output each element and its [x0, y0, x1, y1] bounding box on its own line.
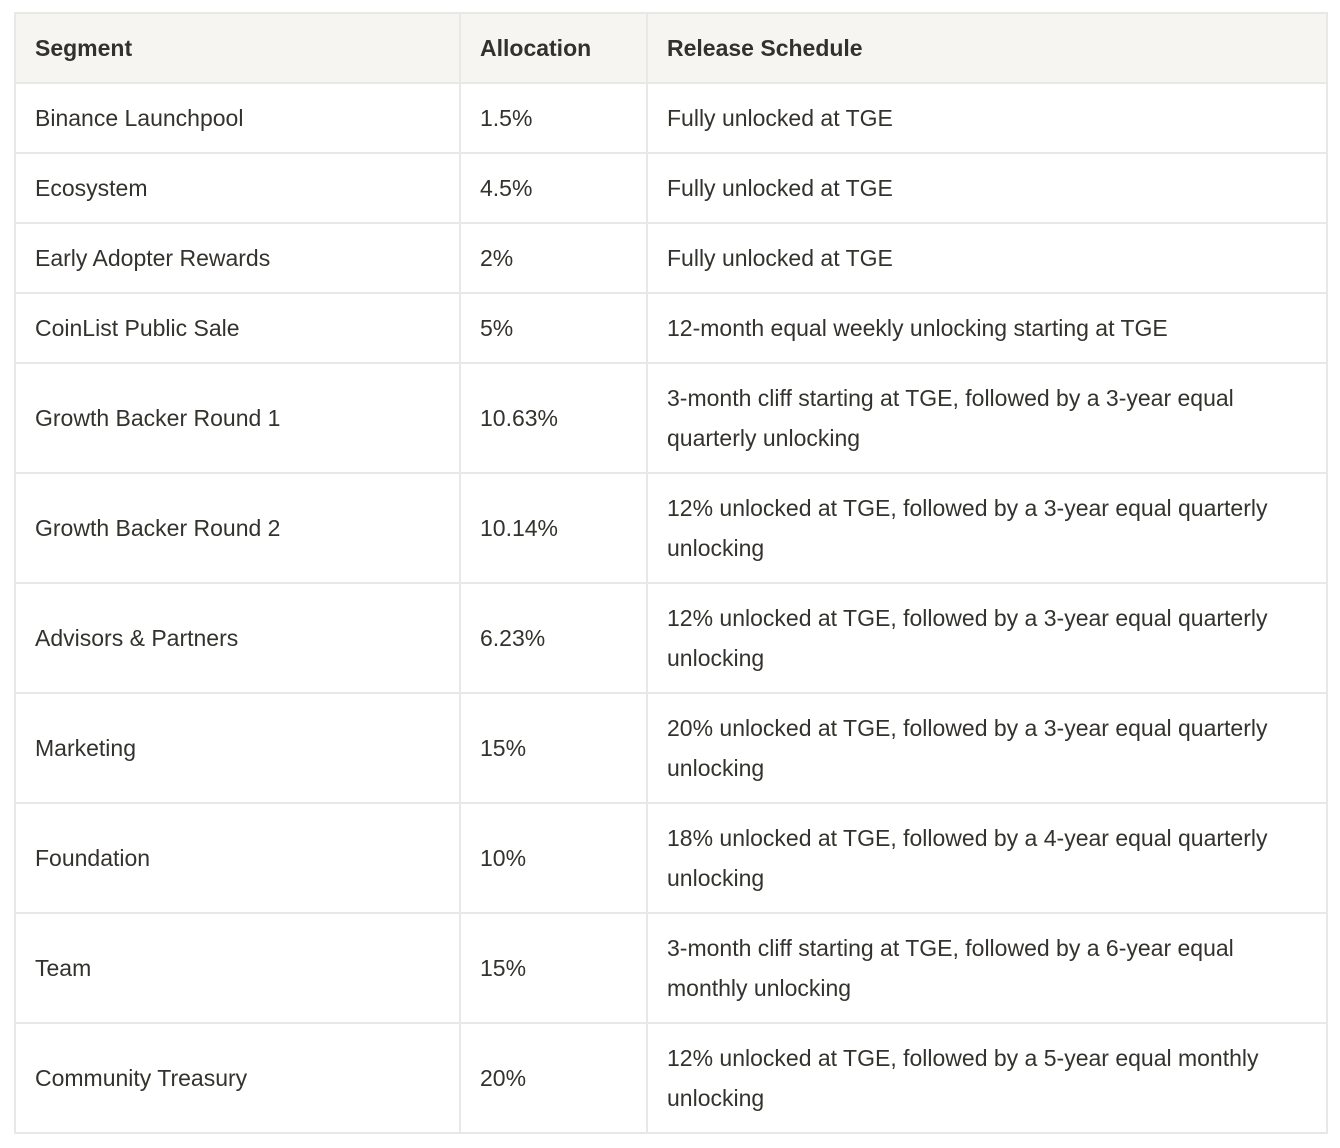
table-row: Binance Launchpool 1.5% Fully unlocked a… — [14, 82, 1328, 154]
segment-cell: Foundation — [14, 802, 461, 914]
release-cell: Fully unlocked at TGE — [646, 222, 1328, 294]
table-row: Early Adopter Rewards 2% Fully unlocked … — [14, 222, 1328, 294]
segment-cell: Early Adopter Rewards — [14, 222, 461, 294]
segment-cell: Ecosystem — [14, 152, 461, 224]
allocation-cell: 15% — [459, 912, 648, 1024]
table-row: Marketing 15% 20% unlocked at TGE, follo… — [14, 692, 1328, 804]
segment-cell: Growth Backer Round 1 — [14, 362, 461, 474]
allocation-cell: 15% — [459, 692, 648, 804]
segment-cell: Marketing — [14, 692, 461, 804]
release-cell: 12% unlocked at TGE, followed by a 3-yea… — [646, 472, 1328, 584]
allocation-cell: 20% — [459, 1022, 648, 1134]
segment-cell: Binance Launchpool — [14, 82, 461, 154]
token-allocation-table: Segment Allocation Release Schedule Bina… — [14, 12, 1328, 1134]
segment-cell: Team — [14, 912, 461, 1024]
release-cell: 3-month cliff starting at TGE, followed … — [646, 362, 1328, 474]
segment-cell: Advisors & Partners — [14, 582, 461, 694]
allocation-cell: 4.5% — [459, 152, 648, 224]
allocation-cell: 10% — [459, 802, 648, 914]
release-cell: 12% unlocked at TGE, followed by a 3-yea… — [646, 582, 1328, 694]
table-row: Team 15% 3-month cliff starting at TGE, … — [14, 912, 1328, 1024]
release-cell: 12-month equal weekly unlocking starting… — [646, 292, 1328, 364]
allocation-cell: 10.14% — [459, 472, 648, 584]
table-row: Growth Backer Round 1 10.63% 3-month cli… — [14, 362, 1328, 474]
table-row: Growth Backer Round 2 10.14% 12% unlocke… — [14, 472, 1328, 584]
allocation-cell: 10.63% — [459, 362, 648, 474]
table-row: Ecosystem 4.5% Fully unlocked at TGE — [14, 152, 1328, 224]
release-cell: Fully unlocked at TGE — [646, 152, 1328, 224]
table-row: Advisors & Partners 6.23% 12% unlocked a… — [14, 582, 1328, 694]
table-row: CoinList Public Sale 5% 12-month equal w… — [14, 292, 1328, 364]
column-header-allocation: Allocation — [459, 12, 648, 84]
segment-cell: CoinList Public Sale — [14, 292, 461, 364]
table-header-row: Segment Allocation Release Schedule — [14, 12, 1328, 84]
release-cell: Fully unlocked at TGE — [646, 82, 1328, 154]
table-row: Community Treasury 20% 12% unlocked at T… — [14, 1022, 1328, 1134]
column-header-release: Release Schedule — [646, 12, 1328, 84]
release-cell: 3-month cliff starting at TGE, followed … — [646, 912, 1328, 1024]
allocation-cell: 2% — [459, 222, 648, 294]
allocation-cell: 1.5% — [459, 82, 648, 154]
release-cell: 20% unlocked at TGE, followed by a 3-yea… — [646, 692, 1328, 804]
allocation-cell: 6.23% — [459, 582, 648, 694]
release-cell: 18% unlocked at TGE, followed by a 4-yea… — [646, 802, 1328, 914]
segment-cell: Growth Backer Round 2 — [14, 472, 461, 584]
table-row: Foundation 10% 18% unlocked at TGE, foll… — [14, 802, 1328, 914]
allocation-cell: 5% — [459, 292, 648, 364]
column-header-segment: Segment — [14, 12, 461, 84]
segment-cell: Community Treasury — [14, 1022, 461, 1134]
release-cell: 12% unlocked at TGE, followed by a 5-yea… — [646, 1022, 1328, 1134]
